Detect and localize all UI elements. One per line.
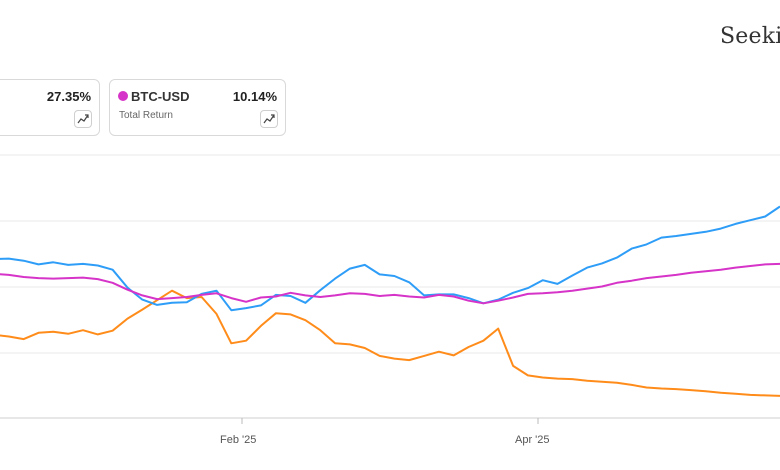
series-line-1	[0, 262, 780, 305]
brand-logo: Seekin	[720, 24, 780, 49]
legend-card-value: 27.35%	[46, 89, 91, 104]
legend-card-first[interactable]: 27.35%	[0, 79, 100, 136]
chart-grid	[0, 154, 780, 424]
legend-card-value: 10.14%	[232, 89, 277, 104]
trend-icon[interactable]	[260, 110, 278, 128]
chart-series	[0, 205, 780, 397]
series-color-dot	[118, 91, 128, 101]
legend-card-subtitle: Total Return	[119, 110, 173, 121]
legend-card-btc-usd[interactable]: BTC-USD 10.14% Total Return	[109, 79, 286, 136]
x-tick-label: Apr '25	[515, 434, 550, 446]
chart-x-axis: Feb '25 Apr '25	[220, 434, 550, 446]
x-tick-label: Feb '25	[220, 434, 256, 446]
series-line-0	[0, 205, 780, 312]
legend-card-name: BTC-USD	[131, 89, 190, 104]
series-line-2	[0, 289, 780, 397]
trend-icon[interactable]	[74, 110, 92, 128]
